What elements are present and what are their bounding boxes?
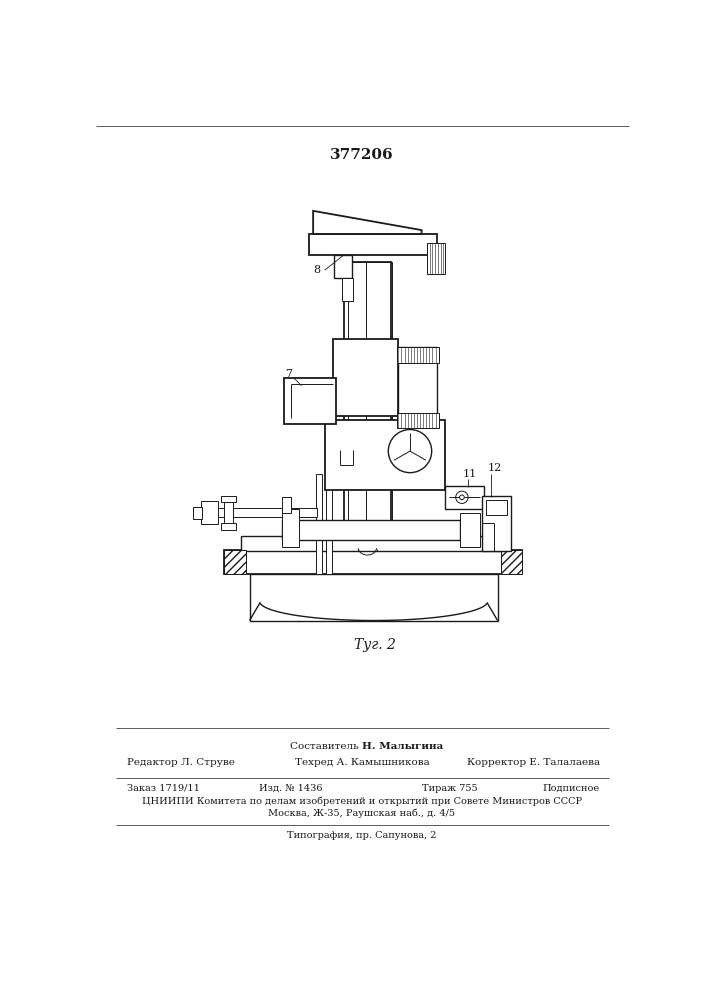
Text: Редактор Л. Струве: Редактор Л. Струве (127, 758, 235, 767)
Bar (445, 486, 484, 509)
Text: 7: 7 (285, 369, 292, 379)
Text: Подписное: Подписное (543, 784, 600, 793)
Bar (482, 496, 510, 551)
Bar (398, 347, 437, 478)
Text: 8: 8 (313, 265, 320, 275)
Bar (427, 243, 445, 274)
Text: 377206: 377206 (330, 148, 394, 162)
Bar (309, 234, 437, 255)
Bar (397, 347, 438, 363)
Text: 12: 12 (488, 463, 502, 473)
Text: Типография, пр. Сапунова, 2: Типография, пр. Сапунова, 2 (287, 831, 437, 840)
Text: ЦНИИПИ Комитета по делам изобретений и открытий при Совете Министров СССР: ЦНИИПИ Комитета по делам изобретений и о… (142, 796, 582, 806)
Bar (282, 497, 291, 513)
Bar (241, 536, 507, 551)
Bar (224, 499, 233, 527)
Text: 11: 11 (462, 469, 477, 479)
Bar (348, 262, 366, 536)
Bar (366, 262, 392, 536)
Bar (325, 420, 445, 490)
Polygon shape (313, 211, 421, 234)
Bar (221, 523, 236, 530)
Text: Техред А. Камышникова: Техред А. Камышникова (295, 758, 429, 767)
Bar (501, 550, 522, 574)
Bar (221, 496, 236, 502)
Text: Заказ 1719/11: Заказ 1719/11 (127, 784, 200, 793)
Bar (224, 550, 522, 574)
Circle shape (388, 430, 432, 473)
Bar (334, 255, 352, 278)
Bar (282, 509, 299, 547)
Bar (201, 501, 218, 524)
Bar (216, 508, 317, 517)
Text: Изд. № 1436: Изд. № 1436 (259, 784, 322, 793)
Bar (224, 550, 246, 574)
Circle shape (460, 495, 464, 500)
Text: Корректор Е. Талалаева: Корректор Е. Талалаева (467, 758, 600, 767)
Bar (460, 513, 480, 547)
Text: Τуг. 2: Τуг. 2 (354, 638, 396, 652)
Text: Н. Малыгина: Н. Малыгина (362, 742, 443, 751)
Bar (325, 474, 332, 574)
Circle shape (456, 491, 468, 503)
Bar (341, 278, 354, 301)
Text: Составитель: Составитель (290, 742, 362, 751)
Text: Москва, Ж-35, Раушская наб., д. 4/5: Москва, Ж-35, Раушская наб., д. 4/5 (269, 808, 455, 818)
Bar (250, 574, 498, 620)
Bar (332, 339, 398, 416)
Text: Тираж 755: Тираж 755 (421, 784, 477, 793)
Bar (282, 520, 460, 540)
Bar (284, 378, 337, 424)
Bar (344, 262, 391, 536)
Bar (397, 413, 438, 428)
Bar (486, 500, 507, 515)
Bar (193, 507, 202, 519)
Bar (316, 474, 322, 574)
